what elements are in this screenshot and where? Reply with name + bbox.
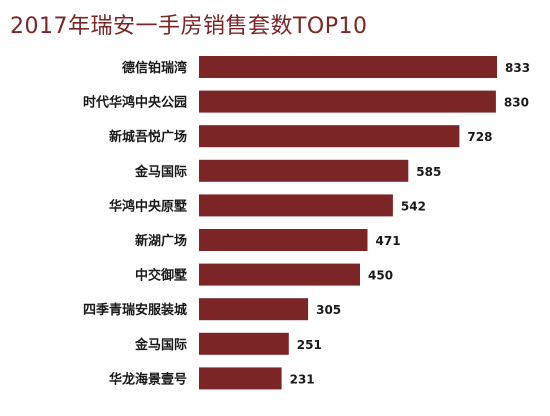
- data-label: 585: [416, 165, 441, 179]
- bar: [199, 298, 309, 321]
- bar: [199, 194, 393, 217]
- bar: [199, 125, 460, 148]
- category-label: 德信铂瑞湾: [122, 60, 187, 76]
- data-label: 305: [316, 303, 341, 317]
- bar: [199, 263, 360, 286]
- category-label: 中交御墅: [135, 268, 187, 284]
- category-label: 四季青瑞安服装城: [83, 302, 187, 318]
- category-label: 新城吾悦广场: [109, 129, 187, 145]
- category-label: 新湖广场: [135, 233, 187, 249]
- data-label: 830: [504, 96, 529, 110]
- data-label: 833: [505, 61, 530, 75]
- bar: [199, 332, 289, 355]
- data-label: 251: [297, 338, 322, 352]
- data-label: 231: [290, 372, 315, 386]
- category-label: 华鸿中央原墅: [109, 198, 187, 214]
- bar: [199, 367, 282, 390]
- data-label: 450: [368, 269, 393, 283]
- category-label: 金马国际: [134, 337, 187, 353]
- bar: [199, 90, 496, 113]
- data-label: 471: [376, 234, 401, 248]
- bar: [199, 229, 368, 251]
- bars-group: 德信铂瑞湾 833 时代华鸿中央公园 830 新城吾悦广场 728 金马国际 585 华鸿中央原…: [83, 56, 530, 390]
- category-label: 时代华鸿中央公园: [83, 95, 187, 111]
- bar: [199, 56, 497, 78]
- chart-title: 2017年瑞安一手房销售套数TOP10: [10, 14, 368, 39]
- category-label: 华龙海景壹号: [109, 371, 187, 387]
- category-label: 金马国际: [134, 164, 187, 180]
- data-label: 542: [401, 199, 426, 213]
- data-label: 728: [467, 130, 492, 144]
- bar: [199, 159, 409, 182]
